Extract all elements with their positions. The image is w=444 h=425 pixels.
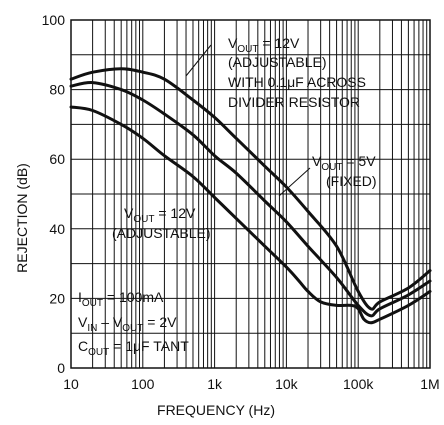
y-tick-label: 20 xyxy=(49,290,65,306)
annotation-label: VOUT = 12V xyxy=(228,35,300,55)
annotation-adj-12v: VOUT = 12V (ADJUSTABLE) xyxy=(112,205,211,241)
y-tick-label: 40 xyxy=(49,221,65,237)
leader-line xyxy=(185,44,212,77)
x-tick-label: 1M xyxy=(420,376,439,392)
x-tick-label: 1k xyxy=(207,376,223,392)
tick-labels: 0 20 40 60 80 100 10 100 1k 10k 100k 1M xyxy=(42,12,440,392)
plot-frame xyxy=(70,19,431,369)
annotation-label: (ADJUSTABLE) xyxy=(228,54,327,70)
x-tick-label: 100k xyxy=(343,376,374,392)
annotation-label: DIVIDER RESISTOR xyxy=(228,94,360,110)
y-tick-label: 80 xyxy=(49,82,65,98)
annotation-label: (FIXED) xyxy=(326,173,377,189)
annotation-adj-bypass: VOUT = 12V (ADJUSTABLE) WITH 0.1μF ACROS… xyxy=(185,35,366,110)
condition-iout: IOUT = 100mA xyxy=(78,289,164,309)
grid xyxy=(70,19,431,369)
y-tick-label: 60 xyxy=(49,151,65,167)
test-conditions: IOUT = 100mA VIN – VOUT = 2V COUT = 1μF … xyxy=(78,289,189,358)
y-axis-label: REJECTION (dB) xyxy=(14,163,30,273)
x-tick-label: 10k xyxy=(275,376,299,392)
annotation-label: WITH 0.1μF ACROSS xyxy=(228,74,366,90)
series-line-adj_12v xyxy=(69,105,432,325)
x-axis-label: FREQUENCY (Hz) xyxy=(157,402,275,418)
leader-line xyxy=(278,167,311,197)
series-group xyxy=(69,67,432,325)
x-tick-label: 100 xyxy=(131,376,155,392)
annotation-label: VOUT = 12V xyxy=(124,205,196,225)
annotation-label: (ADJUSTABLE) xyxy=(112,225,211,241)
series-line-fixed_5v xyxy=(69,81,432,318)
annotation-fixed-5v: VOUT = 5V (FIXED) xyxy=(278,153,377,197)
annotation-label: VOUT = 5V xyxy=(312,153,376,173)
y-tick-label: 0 xyxy=(57,360,65,376)
x-tick-label: 10 xyxy=(63,376,79,392)
condition-vin-vout: VIN – VOUT = 2V xyxy=(78,314,177,334)
condition-cout: COUT = 1μF TANT xyxy=(78,338,189,358)
y-tick-label: 100 xyxy=(42,12,66,28)
series-line-adj_bypass xyxy=(69,67,432,311)
